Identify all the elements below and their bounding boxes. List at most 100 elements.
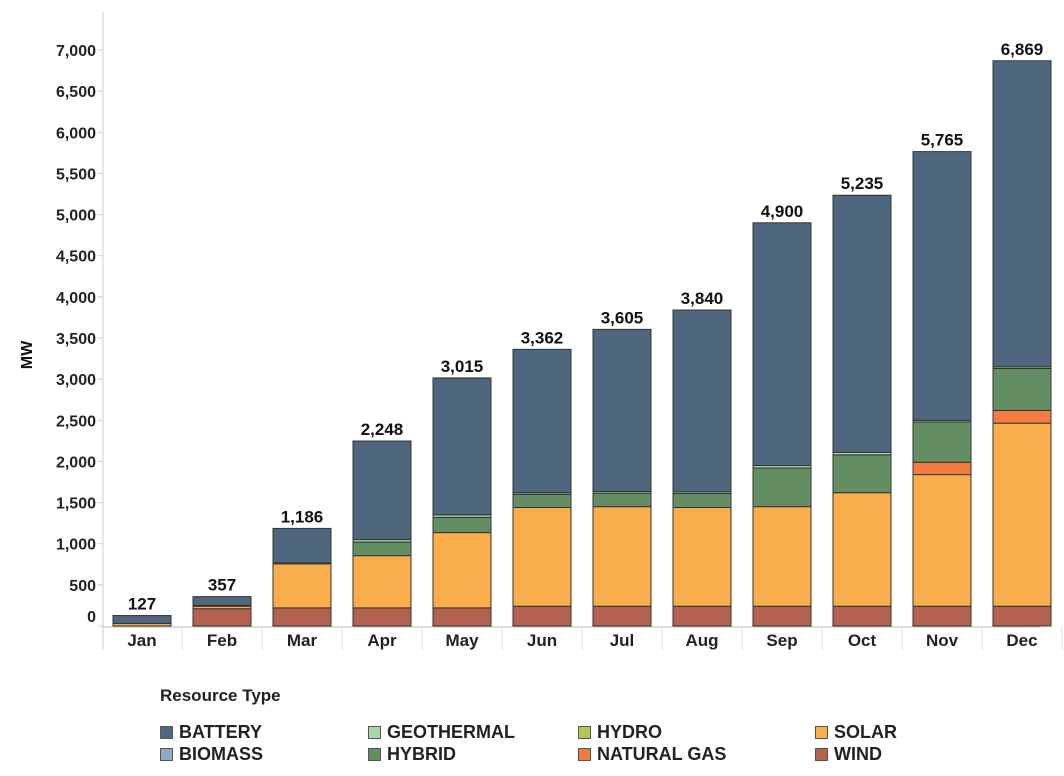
y-tick-label: 7,000 — [56, 43, 96, 60]
x-tick-label: Apr — [367, 631, 397, 650]
bar-segment-wind-sep — [752, 605, 812, 627]
legend-swatch — [578, 726, 591, 739]
legend-swatch — [160, 726, 173, 739]
legend-item-natural-gas[interactable]: NATURAL GAS — [578, 744, 726, 765]
bar-segment-solar-nov — [912, 474, 972, 607]
legend-item-hydro[interactable]: HYDRO — [578, 722, 662, 743]
legend-item-wind[interactable]: WIND — [815, 744, 882, 765]
legend-swatch — [578, 748, 591, 761]
bar-total-label: 357 — [208, 576, 236, 595]
y-tick-label: 3,500 — [56, 331, 96, 348]
legend-label: HYDRO — [597, 722, 663, 742]
bar-segment-wind-aug — [672, 605, 732, 627]
legend-label: BIOMASS — [179, 744, 264, 764]
bar-segment-battery-aug — [672, 309, 732, 493]
bar-segment-solar-jun — [512, 507, 572, 607]
bar-segment-battery-oct — [832, 194, 892, 453]
bar-segment-hybrid-nov — [912, 421, 972, 463]
bar-segment-hybrid-jun — [512, 493, 572, 509]
bar-segment-solar-oct — [832, 492, 892, 607]
bar-total-label: 5,235 — [841, 174, 884, 193]
bar-segment-battery-apr — [352, 440, 412, 541]
bar-segment-wind-jun — [512, 605, 572, 627]
bar-total-label: 5,765 — [921, 131, 964, 150]
bar-segment-hybrid-may — [432, 516, 492, 534]
legend-swatch — [815, 726, 828, 739]
bar-segment-battery-mar — [272, 527, 332, 564]
bar-segment-natural-gas-nov — [912, 461, 972, 476]
bar-total-label: 3,605 — [601, 308, 644, 327]
x-tick-label: Jun — [527, 631, 557, 650]
y-tick-label: 3,000 — [56, 372, 96, 389]
bar-segment-wind-dec — [992, 605, 1052, 627]
bar-segment-wind-apr — [352, 607, 412, 627]
y-tick-label: 1,000 — [56, 537, 96, 554]
y-tick-label: 5,500 — [56, 166, 96, 183]
legend-label: WIND — [834, 744, 882, 764]
bar-segment-natural-gas-dec — [992, 409, 1052, 424]
bar-segment-solar-jul — [592, 506, 652, 607]
x-tick-label: May — [445, 631, 479, 650]
bar-segment-battery-jan — [112, 615, 172, 625]
x-tick-label: Jul — [610, 631, 635, 650]
y-tick-label: 500 — [69, 578, 96, 595]
x-tick-label: Feb — [207, 631, 237, 650]
legend-swatch — [368, 748, 381, 761]
bar-segment-wind-mar — [272, 607, 332, 627]
bar-segment-wind-jul — [592, 605, 652, 627]
y-tick-label: 2,000 — [56, 454, 96, 471]
bar-segment-hybrid-oct — [832, 454, 892, 494]
bar-segment-battery-nov — [912, 151, 972, 421]
legend-item-hybrid[interactable]: HYBRID — [368, 744, 456, 765]
bar-segment-hybrid-dec — [992, 367, 1052, 411]
y-tick-label: 4,500 — [56, 249, 96, 266]
y-axis-label: MW — [19, 340, 36, 369]
bar-segment-hybrid-sep — [752, 467, 812, 508]
y-tick-label: 6,000 — [56, 125, 96, 142]
legend-swatch — [368, 726, 381, 739]
bar-segment-battery-sep — [752, 222, 812, 467]
legend-item-biomass[interactable]: BIOMASS — [160, 744, 263, 765]
x-tick-label: Dec — [1006, 631, 1037, 650]
legend-item-battery[interactable]: BATTERY — [160, 722, 262, 743]
x-tick-label: Aug — [685, 631, 718, 650]
y-tick-label: 4,000 — [56, 290, 96, 307]
bar-segment-battery-feb — [192, 596, 252, 606]
bar-segment-wind-may — [432, 607, 492, 627]
bar-segment-solar-sep — [752, 506, 812, 607]
bar-segment-wind-nov — [912, 605, 972, 627]
bar-total-label: 6,869 — [1001, 40, 1044, 59]
bar-segment-battery-may — [432, 377, 492, 516]
bar-total-label: 4,900 — [761, 202, 804, 221]
x-tick-label: Oct — [848, 631, 877, 650]
legend-label: SOLAR — [834, 722, 897, 742]
legend-label: GEOTHERMAL — [387, 722, 515, 742]
bar-total-label: 1,186 — [281, 507, 324, 526]
legend-label: NATURAL GAS — [597, 744, 727, 764]
bar-segment-wind-oct — [832, 605, 892, 627]
bar-segment-battery-dec — [992, 60, 1052, 368]
legend-label: BATTERY — [179, 722, 262, 742]
bar-segment-solar-apr — [352, 555, 412, 609]
y-tick-label: 2,500 — [56, 413, 96, 430]
bar-segment-solar-may — [432, 532, 492, 609]
y-tick-label: 6,500 — [56, 84, 96, 101]
legend-title: Resource Type — [160, 686, 281, 705]
stacked-bar-chart: MW 0 500 1,000 1,500 2,000 2,500 3,000 3,500 4,0… — [19, 12, 1063, 650]
y-tick-label: 5,000 — [56, 208, 96, 225]
bar-total-label: 3,362 — [521, 328, 564, 347]
legend-item-geothermal[interactable]: GEOTHERMAL — [368, 722, 515, 743]
bar-segment-solar-dec — [992, 422, 1052, 607]
y-tick-label: 1,500 — [56, 496, 96, 513]
bar-segment-hybrid-aug — [672, 493, 732, 509]
bar-segment-solar-aug — [672, 507, 732, 607]
y-tick-label: 0 — [87, 609, 96, 626]
bar-total-label: 2,248 — [361, 420, 404, 439]
bar-segment-battery-jul — [592, 328, 652, 492]
bar-segment-hybrid-jul — [592, 492, 652, 508]
x-tick-label: Nov — [926, 631, 959, 650]
legend-item-solar[interactable]: SOLAR — [815, 722, 897, 743]
bar-segment-wind-feb — [192, 608, 252, 627]
x-tick-label: Mar — [287, 631, 318, 650]
x-tick-label: Jan — [127, 631, 156, 650]
